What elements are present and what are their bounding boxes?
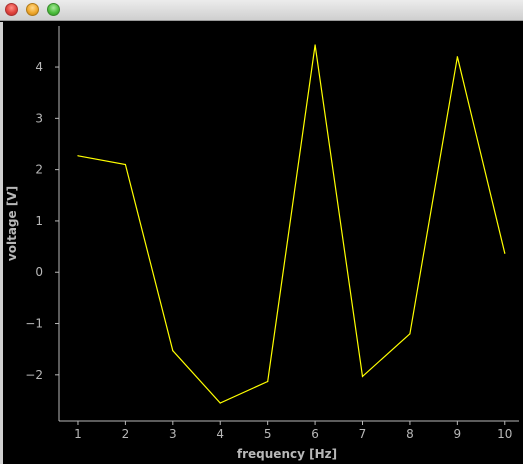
y-tick-label: 2 [35, 163, 43, 177]
y-tick-label: −2 [25, 368, 43, 382]
data-point [409, 333, 411, 335]
y-tick-label: 1 [35, 214, 43, 228]
minimize-window-button[interactable] [26, 3, 39, 16]
y-tick-label: 0 [35, 265, 43, 279]
window-left-edge [0, 22, 3, 464]
data-point [124, 163, 126, 166]
x-tick-label: 9 [454, 427, 462, 441]
x-tick-label: 7 [359, 427, 367, 441]
y-tick-label: −1 [25, 317, 43, 331]
data-point [361, 375, 364, 377]
zoom-window-button[interactable] [47, 3, 60, 16]
close-window-button[interactable] [5, 3, 18, 16]
x-tick-label: 10 [497, 427, 512, 441]
x-tick-label: 4 [216, 427, 224, 441]
plot-canvas [0, 22, 523, 464]
y-tick-label: 3 [35, 111, 43, 125]
x-tick-label: 8 [406, 427, 414, 441]
x-tick-label: 2 [122, 427, 130, 441]
data-point [219, 402, 221, 404]
data-point [267, 380, 269, 383]
window-titlebar [0, 0, 523, 21]
data-point [456, 56, 458, 58]
y-axis-label: voltage [V] [5, 186, 19, 261]
data-point [504, 252, 506, 254]
series-layer [77, 44, 506, 404]
x-axis-label: frequency [Hz] [237, 447, 337, 461]
x-tick-label: 6 [311, 427, 319, 441]
series-line [77, 44, 506, 404]
data-point [77, 155, 79, 157]
x-axis-ticks: 1 2 3 4 5 6 7 8 9 10 [74, 421, 512, 441]
chart-axes [58, 26, 519, 422]
x-tick-label: 1 [74, 427, 82, 441]
x-tick-label: 5 [264, 427, 272, 441]
x-tick-label: 3 [169, 427, 177, 441]
data-point [172, 350, 174, 352]
y-tick-label: 4 [35, 60, 43, 74]
y-axis-ticks: −2 −1 0 1 2 3 4 [25, 60, 59, 382]
data-point [314, 44, 316, 46]
